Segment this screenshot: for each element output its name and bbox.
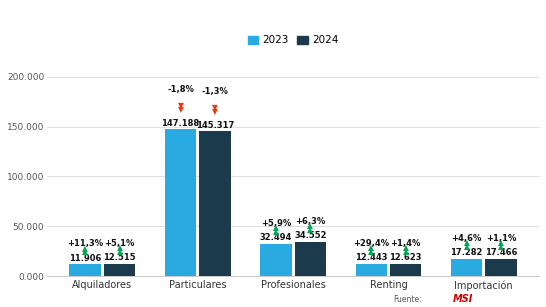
Text: ▲: ▲ xyxy=(82,244,88,253)
Text: 32.494: 32.494 xyxy=(260,233,292,242)
Text: -1,3%: -1,3% xyxy=(201,87,228,96)
Text: 12.623: 12.623 xyxy=(389,253,422,262)
Text: ▲: ▲ xyxy=(402,247,408,256)
Text: ▼: ▼ xyxy=(212,107,218,116)
Text: 12.443: 12.443 xyxy=(355,253,388,262)
Text: ▲: ▲ xyxy=(82,247,88,256)
Text: +5,9%: +5,9% xyxy=(261,219,291,228)
Text: 145.317: 145.317 xyxy=(196,121,234,130)
Text: +4,6%: +4,6% xyxy=(452,234,482,243)
Text: ▲: ▲ xyxy=(498,238,504,247)
Text: ▼: ▼ xyxy=(212,103,218,112)
Text: ▲: ▲ xyxy=(498,242,504,251)
Bar xyxy=(485,259,517,276)
Text: Fuente:: Fuente: xyxy=(393,295,422,304)
Text: ▼: ▼ xyxy=(177,105,183,115)
Text: MSI: MSI xyxy=(453,294,473,304)
Bar xyxy=(451,259,482,276)
Text: 11.906: 11.906 xyxy=(69,254,102,263)
Text: +1,4%: +1,4% xyxy=(390,239,421,248)
Text: +1,1%: +1,1% xyxy=(486,234,516,243)
Bar xyxy=(199,131,230,276)
Text: +29,4%: +29,4% xyxy=(353,239,389,248)
Text: ▲: ▲ xyxy=(273,227,279,236)
Text: 17.466: 17.466 xyxy=(485,248,517,257)
Text: +6,3%: +6,3% xyxy=(295,217,325,226)
Bar xyxy=(390,264,422,276)
Text: ▲: ▲ xyxy=(369,247,374,256)
Legend: 2023, 2024: 2023, 2024 xyxy=(244,31,342,50)
Text: +5,1%: +5,1% xyxy=(104,239,135,248)
Text: 17.282: 17.282 xyxy=(450,248,483,258)
Text: ▼: ▼ xyxy=(177,101,183,111)
Bar xyxy=(69,264,101,276)
Text: ▲: ▲ xyxy=(464,239,470,247)
Text: ▲: ▲ xyxy=(117,243,122,252)
Bar xyxy=(260,244,292,276)
Text: ▲: ▲ xyxy=(464,242,470,251)
Text: ▲: ▲ xyxy=(117,247,122,256)
Text: +11,3%: +11,3% xyxy=(67,239,103,248)
Text: 12.515: 12.515 xyxy=(103,253,136,262)
Text: ▲: ▲ xyxy=(369,243,374,252)
Text: 147.188: 147.188 xyxy=(162,119,200,128)
Bar xyxy=(294,242,326,276)
Bar xyxy=(165,129,196,276)
Bar xyxy=(355,264,387,276)
Text: ▲: ▲ xyxy=(307,221,313,230)
Text: -1,8%: -1,8% xyxy=(167,85,194,95)
Text: ▲: ▲ xyxy=(307,225,313,234)
Text: 34.552: 34.552 xyxy=(294,231,327,240)
Text: ▲: ▲ xyxy=(402,243,408,252)
Bar xyxy=(104,264,135,276)
Text: ▲: ▲ xyxy=(273,223,279,232)
